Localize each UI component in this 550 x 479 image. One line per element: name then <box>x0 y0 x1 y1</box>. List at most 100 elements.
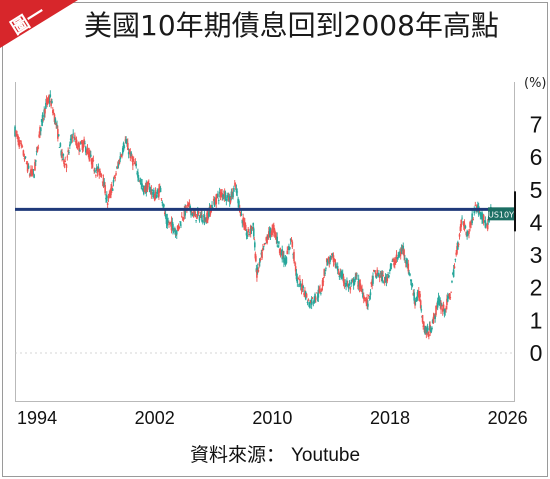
candle-body <box>445 307 447 310</box>
candle-body <box>426 327 429 332</box>
candle-body <box>31 168 34 175</box>
candle-body <box>203 214 206 224</box>
candle-body <box>481 212 483 220</box>
candle-body <box>75 139 78 146</box>
candle-body <box>459 226 462 231</box>
candle-body <box>100 174 103 176</box>
candle-body <box>312 302 315 304</box>
candle-body <box>435 305 437 315</box>
candle-body <box>221 193 223 198</box>
candle-body <box>242 217 244 222</box>
candle-body <box>191 211 193 213</box>
candle-body <box>250 227 253 231</box>
chart-title: 美國10年期債息回到2008年高點 <box>84 9 499 42</box>
candle-body <box>331 253 333 256</box>
candle-body <box>70 138 73 140</box>
candle-body <box>471 213 473 224</box>
candle-body <box>413 292 415 301</box>
candle-body <box>49 94 52 97</box>
candle-body <box>407 263 410 272</box>
candle-body <box>303 292 305 296</box>
candle-body <box>42 118 45 120</box>
candle-body <box>199 214 202 216</box>
candle-body <box>463 223 466 230</box>
candle-body <box>52 112 55 114</box>
candle-body <box>284 258 287 265</box>
candle-body <box>432 316 435 324</box>
y-tick-label: 6 <box>530 144 543 170</box>
candle-body <box>201 215 203 222</box>
candle-body <box>296 278 299 283</box>
candle-body <box>22 150 25 156</box>
candle-body <box>39 126 41 134</box>
candle-body <box>389 264 392 270</box>
candle-body <box>385 278 388 282</box>
candle-body <box>14 126 16 137</box>
candle-body <box>484 220 487 228</box>
candle-body <box>130 152 132 157</box>
candle-body <box>479 211 482 216</box>
candle-body <box>320 288 323 292</box>
candle-body <box>367 294 370 297</box>
candle-body <box>485 224 488 226</box>
candle-body <box>69 144 71 147</box>
candle-body <box>56 124 58 126</box>
candle-body <box>103 181 106 188</box>
candle-body <box>32 172 34 175</box>
candle-body <box>256 269 258 278</box>
candle-body <box>169 222 171 224</box>
candle-body <box>51 101 53 103</box>
candle-body <box>361 288 363 292</box>
candle-body <box>174 230 177 236</box>
candle-body <box>131 156 133 159</box>
candle-body <box>127 152 130 155</box>
candle-body <box>98 168 101 176</box>
candle-body <box>388 269 391 271</box>
candle-body <box>226 195 228 197</box>
candle-body <box>377 273 379 275</box>
candle-body <box>398 254 400 258</box>
candle-body <box>30 169 32 174</box>
y-axis-unit: (%) <box>524 76 547 91</box>
candle-body <box>106 194 108 202</box>
y-tick-label: 2 <box>530 275 543 301</box>
candle-body <box>402 245 405 251</box>
candle-body <box>16 133 18 137</box>
candle-body <box>80 140 83 144</box>
candle-body <box>372 275 374 284</box>
candle-body <box>65 163 67 165</box>
candle-body <box>158 186 161 189</box>
candle-body <box>262 246 265 247</box>
candle-body <box>346 283 349 287</box>
x-tick-label: 2002 <box>135 408 175 428</box>
candle-body <box>251 227 254 229</box>
candle-body <box>346 280 348 283</box>
candle-body <box>363 300 366 302</box>
candle-body <box>116 165 119 167</box>
source-prefix: 資料來源： <box>189 444 285 466</box>
candle-body <box>263 243 266 245</box>
candle-body <box>344 283 347 285</box>
candle-body <box>416 300 418 301</box>
figure-badge: 圖一 <box>0 0 78 48</box>
candle-body <box>235 188 238 193</box>
candle-body <box>200 213 202 219</box>
candle-body <box>320 293 322 294</box>
candle-body <box>399 251 402 256</box>
candle-body <box>255 255 257 262</box>
candle-body <box>468 231 470 234</box>
candle-body <box>273 224 275 233</box>
candle-body <box>59 143 62 147</box>
candle-body <box>104 185 106 194</box>
candle-body <box>106 203 109 205</box>
candle-body <box>90 158 93 165</box>
candle-body <box>74 141 77 143</box>
candle-body <box>434 315 436 319</box>
candle-body <box>452 273 454 275</box>
candle-body <box>319 288 321 293</box>
candle-body <box>352 278 355 286</box>
candle-body <box>145 184 148 193</box>
candle-body <box>410 283 413 286</box>
candle-body <box>73 140 75 142</box>
